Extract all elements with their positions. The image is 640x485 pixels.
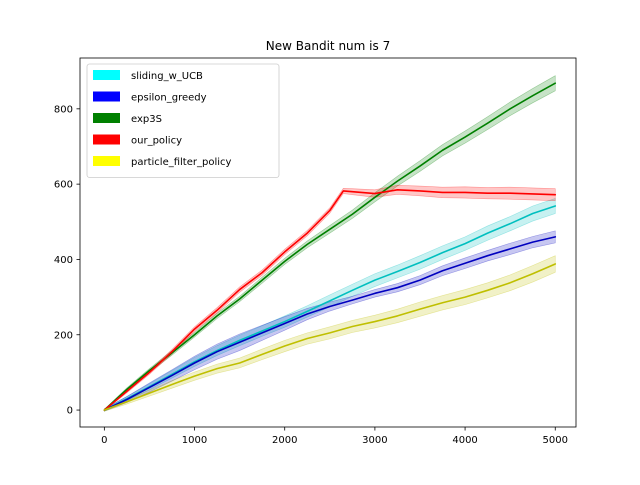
y-tick-label: 600: [54, 180, 73, 191]
line-sliding-w-ucb: [103, 205, 557, 411]
y-tick-label: 400: [54, 255, 73, 266]
y-tick-label: 200: [54, 330, 73, 341]
legend-swatch-epsilon-greedy: [93, 91, 120, 102]
legend-box: [86, 63, 280, 178]
x-tick-label: 5000: [543, 435, 568, 446]
line-epsilon-greedy: [103, 236, 557, 411]
legend-label-particle-filter-policy: particle_filter_policy: [131, 157, 231, 168]
legend-swatch-particle-filter-policy: [93, 156, 120, 166]
line-exp3s: [103, 82, 557, 411]
x-tick-label: 2000: [272, 435, 297, 446]
band-sliding-w-ucb: [104, 198, 556, 412]
x-tick-label: 1000: [182, 435, 207, 446]
plot-frame: [79, 57, 577, 428]
legend-label-our-policy: our_policy: [131, 136, 182, 147]
legend-label-exp3s: exp3S: [131, 114, 162, 125]
legend: sliding_w_UCB epsilon_greedy exp3S our_poli…: [86, 63, 280, 178]
line-our-policy: [103, 188, 557, 411]
legend-label-epsilon-greedy: epsilon_greedy: [131, 93, 207, 104]
axes: 0 1000 2000 3000 4000 5000 0 200 400 600 800: [54, 57, 577, 446]
legend-swatch-our-policy: [93, 134, 120, 145]
y-tick-label: 800: [54, 104, 73, 115]
band-our-policy: [104, 184, 556, 412]
line-particle-filter-policy: [103, 263, 557, 411]
series-lines: [103, 82, 557, 411]
legend-label-sliding-w-ucb: sliding_w_UCB: [131, 71, 203, 82]
x-tick-label: 0: [101, 435, 107, 446]
chart-title: New Bandit num is 7: [266, 39, 390, 53]
legend-swatch-exp3s: [93, 113, 120, 123]
x-tick-label: 3000: [362, 435, 387, 446]
y-tick-label: 0: [67, 406, 73, 417]
x-tick-label: 4000: [452, 435, 477, 446]
legend-swatch-sliding-w-ucb: [93, 70, 120, 80]
